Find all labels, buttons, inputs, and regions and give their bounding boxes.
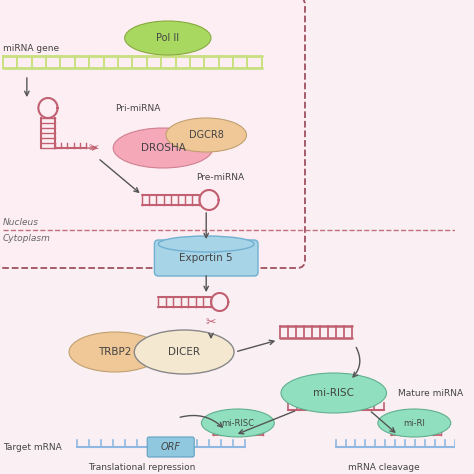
Text: Cytoplasm: Cytoplasm xyxy=(3,234,51,243)
Text: mi-RISC: mi-RISC xyxy=(221,419,255,428)
Text: mi-RI: mi-RI xyxy=(403,419,425,428)
Ellipse shape xyxy=(113,128,213,168)
Text: Pol II: Pol II xyxy=(156,33,179,43)
Text: Pri-miRNA: Pri-miRNA xyxy=(115,103,161,112)
Text: Translational repression: Translational repression xyxy=(88,464,196,473)
Ellipse shape xyxy=(378,409,451,437)
Text: ✂: ✂ xyxy=(89,142,99,155)
Ellipse shape xyxy=(69,332,161,372)
FancyBboxPatch shape xyxy=(155,240,258,276)
Text: Nucleus: Nucleus xyxy=(3,218,39,227)
FancyBboxPatch shape xyxy=(147,437,194,457)
Text: Exportin 5: Exportin 5 xyxy=(179,253,233,263)
FancyBboxPatch shape xyxy=(0,0,305,268)
Text: miRNA gene: miRNA gene xyxy=(3,44,59,53)
Text: ✂: ✂ xyxy=(206,316,216,328)
Ellipse shape xyxy=(125,21,211,55)
Text: ORF: ORF xyxy=(161,442,181,452)
Text: Target mRNA: Target mRNA xyxy=(3,443,62,452)
Ellipse shape xyxy=(281,373,386,413)
Ellipse shape xyxy=(134,330,234,374)
Text: DROSHA: DROSHA xyxy=(141,143,185,153)
Text: DGCR8: DGCR8 xyxy=(189,130,224,140)
Text: Pre-miRNA: Pre-miRNA xyxy=(197,173,245,182)
Text: mi-RISC: mi-RISC xyxy=(313,388,354,398)
Ellipse shape xyxy=(166,118,246,152)
Text: DICER: DICER xyxy=(168,347,200,357)
Text: Mature miRNA: Mature miRNA xyxy=(398,389,463,398)
Ellipse shape xyxy=(201,409,274,437)
Text: mRNA cleavage: mRNA cleavage xyxy=(348,464,419,473)
Ellipse shape xyxy=(158,236,254,252)
Text: TRBP2: TRBP2 xyxy=(99,347,132,357)
